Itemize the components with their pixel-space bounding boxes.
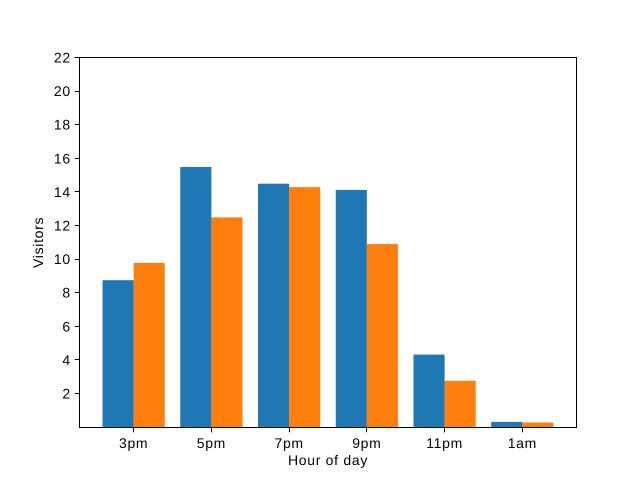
svg-text:5pm: 5pm (197, 435, 226, 451)
svg-text:2: 2 (62, 386, 71, 402)
svg-text:1am: 1am (508, 435, 537, 451)
svg-text:8: 8 (62, 285, 71, 301)
svg-text:7pm: 7pm (274, 435, 303, 451)
svg-text:Visitors: Visitors (30, 217, 46, 268)
svg-text:11pm: 11pm (426, 435, 463, 451)
svg-text:14: 14 (54, 184, 71, 200)
svg-text:4: 4 (62, 352, 71, 368)
svg-text:12: 12 (54, 218, 71, 234)
svg-text:16: 16 (54, 150, 71, 166)
svg-text:20: 20 (54, 83, 71, 99)
svg-text:18: 18 (54, 117, 71, 133)
svg-text:6: 6 (62, 318, 71, 334)
svg-text:10: 10 (54, 251, 71, 267)
svg-text:22: 22 (54, 50, 71, 66)
svg-text:Hour of day: Hour of day (288, 452, 368, 468)
svg-text:3pm: 3pm (119, 435, 148, 451)
svg-text:9pm: 9pm (352, 435, 381, 451)
